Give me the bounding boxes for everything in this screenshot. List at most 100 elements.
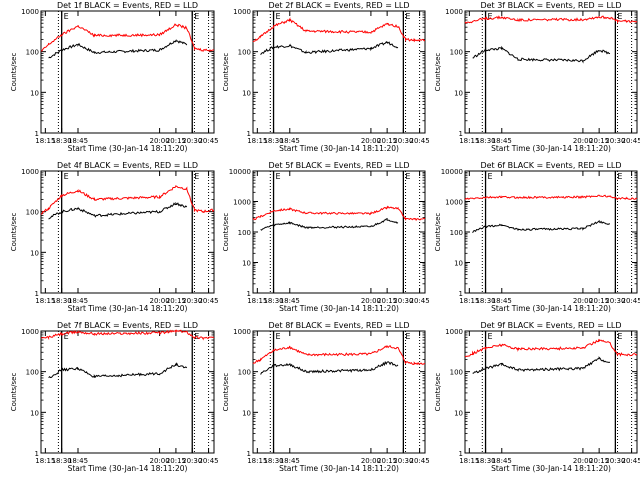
chart-panel-2: Det 2f BLACK = Events, RED = LLD 1 10 100 10… — [222, 1, 430, 153]
marker-label: E — [488, 12, 493, 21]
y-axis-label: Counts/sec — [222, 213, 230, 252]
chart-title: Det 8f BLACK = Events, RED = LLD — [268, 321, 409, 330]
x-tick-label: 20:45 — [409, 297, 429, 305]
x-tick-label: 18:15 — [35, 457, 55, 465]
y-tick-label: 100 — [450, 49, 463, 57]
y-tick-label: 1000 — [445, 8, 463, 16]
x-tick-label: 18:30 — [52, 297, 72, 305]
x-tick-label: 18:30 — [475, 297, 495, 305]
y-tick-label: 10 — [30, 249, 39, 257]
x-tick-label: 20:00 — [361, 297, 381, 305]
x-tick-label: 18:45 — [280, 297, 300, 305]
x-tick-label: 18:45 — [68, 137, 88, 145]
y-tick-label: 1 — [247, 450, 251, 458]
y-tick-label: 100 — [450, 229, 463, 237]
marker-label: E — [64, 12, 69, 21]
y-tick-label: 1 — [247, 290, 251, 298]
series-line-red — [464, 194, 638, 201]
chart-title: Det 9f BLACK = Events, RED = LLD — [480, 321, 621, 330]
y-tick-label: 1000 — [445, 328, 463, 336]
y-tick-label: 1000 — [21, 328, 39, 336]
series-line-black — [48, 362, 188, 379]
x-tick-label: 18:45 — [492, 297, 512, 305]
y-tick-label: 10000 — [441, 168, 463, 176]
x-tick-label: 18:30 — [475, 137, 495, 145]
marker-label: E — [276, 172, 281, 181]
x-tick-label: 20:00 — [573, 297, 593, 305]
x-axis-label: Start Time (30-Jan-14 18:11:20) — [68, 464, 188, 473]
y-tick-label: 100 — [238, 369, 251, 377]
x-tick-label: 18:15 — [247, 297, 267, 305]
x-tick-label: 20:30 — [605, 297, 625, 305]
x-tick-label: 20:30 — [393, 297, 413, 305]
x-tick-label: 18:45 — [492, 137, 512, 145]
y-tick-label: 1 — [35, 130, 39, 138]
y-tick-label: 10 — [30, 89, 39, 97]
series-line-red — [40, 23, 215, 52]
chart-panel-8: Det 8f BLACK = Events, RED = LLD 1 10 100 10… — [222, 321, 430, 473]
x-tick-label: 18:45 — [68, 457, 88, 465]
y-tick-label: 10 — [454, 260, 463, 268]
x-tick-label: 20:30 — [393, 137, 413, 145]
y-axis-label: Counts/sec — [10, 53, 18, 92]
series-line-red — [252, 344, 426, 366]
x-tick-label: 20:00 — [573, 457, 593, 465]
x-tick-label: 20:15 — [166, 297, 186, 305]
x-tick-label: 18:15 — [35, 297, 55, 305]
x-tick-label: 18:45 — [280, 137, 300, 145]
x-tick-label: 20:45 — [198, 297, 218, 305]
y-tick-label: 1000 — [233, 328, 251, 336]
plot-frame — [464, 170, 638, 294]
x-tick-label: 20:45 — [409, 457, 429, 465]
x-tick-label: 20:15 — [589, 137, 609, 145]
x-tick-label: 20:00 — [361, 137, 381, 145]
marker-label: E — [64, 172, 69, 181]
x-tick-label: 20:45 — [621, 137, 640, 145]
x-axis-label: Start Time (30-Jan-14 18:11:20) — [491, 144, 611, 153]
series-line-black — [260, 40, 399, 55]
plot-frame — [252, 330, 426, 454]
marker-label: E — [194, 12, 199, 21]
x-tick-label: 18:30 — [263, 137, 283, 145]
series-line-red — [464, 338, 638, 358]
marker-label: E — [488, 172, 493, 181]
x-tick-label: 18:15 — [459, 297, 479, 305]
x-axis-label: Start Time (30-Jan-14 18:11:20) — [491, 304, 611, 313]
series-line-black — [48, 38, 188, 59]
plot-frame — [40, 10, 215, 134]
y-tick-label: 10 — [242, 409, 251, 417]
x-tick-label: 20:45 — [409, 137, 429, 145]
x-tick-label: 20:45 — [198, 137, 218, 145]
chart-panel-9: Det 9f BLACK = Events, RED = LLD 1 10 100 10… — [434, 321, 640, 473]
x-axis-label: Start Time (30-Jan-14 18:11:20) — [279, 304, 399, 313]
series-line-black — [472, 45, 611, 64]
x-tick-label: 20:30 — [182, 297, 202, 305]
marker-label: E — [405, 332, 410, 341]
y-tick-label: 10000 — [229, 168, 251, 176]
y-tick-label: 100 — [238, 229, 251, 237]
x-tick-label: 20:00 — [361, 457, 381, 465]
x-tick-label: 20:15 — [377, 297, 397, 305]
chart-panel-5: Det 5f BLACK = Events, RED = LLD 1 10 100 10… — [222, 161, 430, 313]
x-tick-label: 18:30 — [52, 457, 72, 465]
x-tick-label: 18:15 — [247, 457, 267, 465]
x-tick-label: 20:45 — [621, 457, 640, 465]
marker-label: E — [617, 172, 622, 181]
chart-panel-7: Det 7f BLACK = Events, RED = LLD 1 10 100 10… — [10, 321, 219, 473]
y-tick-label: 10 — [242, 260, 251, 268]
marker-label: E — [617, 12, 622, 21]
chart-panel-4: Det 4f BLACK = Events, RED = LLD 1 10 100 10… — [10, 161, 219, 313]
x-axis-label: Start Time (30-Jan-14 18:11:20) — [279, 464, 399, 473]
x-tick-label: 18:45 — [280, 457, 300, 465]
marker-label: E — [488, 332, 493, 341]
x-tick-label: 20:15 — [377, 137, 397, 145]
y-tick-label: 10 — [454, 89, 463, 97]
y-axis-label: Counts/sec — [434, 53, 442, 92]
y-tick-label: 10 — [454, 409, 463, 417]
x-tick-label: 20:30 — [605, 457, 625, 465]
x-tick-label: 20:00 — [150, 297, 170, 305]
x-tick-label: 20:15 — [589, 297, 609, 305]
y-axis-label: Counts/sec — [434, 213, 442, 252]
x-tick-label: 20:15 — [166, 457, 186, 465]
series-line-black — [48, 201, 188, 220]
